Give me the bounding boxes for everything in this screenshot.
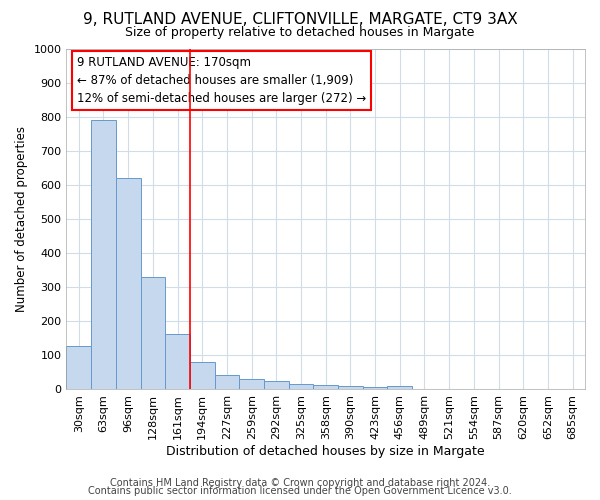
Bar — [388, 386, 412, 389]
Bar — [363, 386, 388, 389]
Text: Contains HM Land Registry data © Crown copyright and database right 2024.: Contains HM Land Registry data © Crown c… — [110, 478, 490, 488]
Bar — [338, 386, 363, 389]
Y-axis label: Number of detached properties: Number of detached properties — [15, 126, 28, 312]
Bar — [215, 374, 239, 389]
Bar — [289, 384, 313, 389]
Bar — [67, 346, 91, 389]
Text: Contains public sector information licensed under the Open Government Licence v3: Contains public sector information licen… — [88, 486, 512, 496]
X-axis label: Distribution of detached houses by size in Margate: Distribution of detached houses by size … — [166, 444, 485, 458]
Text: 9, RUTLAND AVENUE, CLIFTONVILLE, MARGATE, CT9 3AX: 9, RUTLAND AVENUE, CLIFTONVILLE, MARGATE… — [83, 12, 517, 28]
Bar — [239, 379, 264, 389]
Text: 9 RUTLAND AVENUE: 170sqm
← 87% of detached houses are smaller (1,909)
12% of sem: 9 RUTLAND AVENUE: 170sqm ← 87% of detach… — [77, 56, 366, 105]
Bar — [264, 382, 289, 389]
Bar — [190, 362, 215, 389]
Bar — [140, 277, 165, 389]
Bar — [116, 178, 140, 389]
Bar — [91, 120, 116, 389]
Bar — [313, 385, 338, 389]
Text: Size of property relative to detached houses in Margate: Size of property relative to detached ho… — [125, 26, 475, 39]
Bar — [165, 334, 190, 389]
